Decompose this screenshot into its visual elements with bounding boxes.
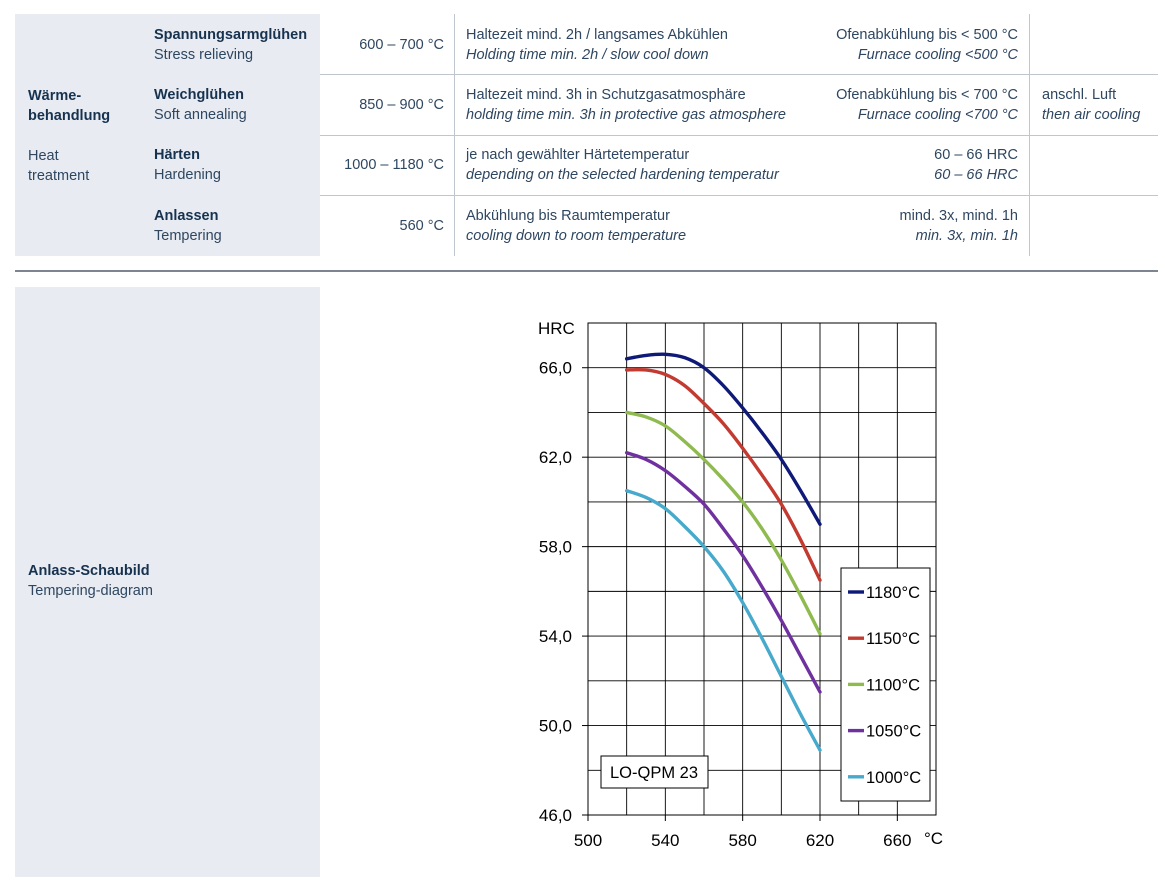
process-name: Weichglühen Soft annealing: [154, 85, 247, 145]
process-extra-de: anschl. Luft: [1042, 87, 1117, 103]
process-cooling-en: Furnace cooling <700 °C: [857, 107, 1018, 123]
process-cooling-en: 60 – 66 HRC: [934, 167, 1018, 183]
y-axis-label: HRC: [538, 319, 575, 338]
process-extra-en: then air cooling: [1042, 107, 1141, 123]
heat-treatment-label-de-line1: Wärme-: [28, 88, 82, 104]
process-name-de: Härten: [154, 147, 200, 163]
process-description-de: Haltezeit mind. 2h / langsames Abkühlen: [466, 27, 728, 43]
heat-treatment-header: [15, 14, 320, 256]
y-tick-label: 54,0: [539, 627, 572, 646]
tempering-diagram-label: Anlass-Schaubild Tempering-diagram: [28, 561, 153, 601]
table-row: Härten Hardening 1000 – 1180 °C je nach …: [140, 135, 1158, 195]
process-cooling-de: Ofenabkühlung bis < 500 °C: [836, 27, 1018, 43]
process-cooling-en: min. 3x, min. 1h: [915, 228, 1018, 244]
process-description-en: holding time min. 3h in protective gas a…: [466, 107, 786, 123]
legend-label: 1180°C: [866, 584, 920, 602]
process-temperature: 1000 – 1180 °C: [344, 157, 444, 173]
row-divider: [320, 195, 1158, 196]
process-cooling: mind. 3x, mind. 1h min. 3x, min. 1h: [780, 206, 1018, 266]
table-row: Weichglühen Soft annealing 850 – 900 °C …: [140, 75, 1158, 135]
row-divider: [320, 74, 1158, 75]
process-name-en: Stress relieving: [154, 47, 254, 63]
process-description: Haltezeit mind. 3h in Schutzgasatmosphär…: [466, 85, 786, 145]
series-line-1150: [624, 367, 822, 582]
process-description-de: Haltezeit mind. 3h in Schutzgasatmosphär…: [466, 87, 746, 103]
series-line-1050: [624, 451, 822, 694]
x-tick-label: 540: [651, 831, 679, 850]
annotation-text: LO-QPM 23: [610, 764, 698, 782]
x-tick-label: 500: [574, 831, 602, 850]
legend-label: 1000°C: [866, 769, 921, 787]
tempering-diagram-label-en: Tempering-diagram: [28, 583, 153, 599]
x-tick-label: 620: [806, 831, 834, 850]
process-name-de: Anlassen: [154, 208, 219, 224]
table-row: Spannungsarmglühen Stress relieving 600 …: [140, 15, 1158, 75]
process-description-de: Abkühlung bis Raumtemperatur: [466, 208, 670, 224]
process-cooling-de: 60 – 66 HRC: [934, 147, 1018, 163]
x-tick-label: 660: [883, 831, 911, 850]
process-cooling-de: mind. 3x, mind. 1h: [899, 208, 1018, 224]
y-tick-label: 66,0: [539, 359, 572, 378]
heat-treatment-label-en: Heat treatment: [28, 146, 89, 186]
process-name: Anlassen Tempering: [154, 206, 222, 266]
legend-label: 1100°C: [866, 676, 920, 694]
process-description-en: depending on the selected hardening temp…: [466, 167, 779, 183]
process-temperature: 600 – 700 °C: [359, 37, 444, 53]
process-name-en: Soft annealing: [154, 107, 247, 123]
x-axis-label: °C: [924, 829, 943, 848]
process-description-en: cooling down to room temperature: [466, 228, 687, 244]
process-cooling: 60 – 66 HRC 60 – 66 HRC: [780, 145, 1018, 205]
y-tick-label: 62,0: [539, 448, 572, 467]
process-name-en: Hardening: [154, 167, 221, 183]
process-cooling: Ofenabkühlung bis < 500 °C Furnace cooli…: [780, 25, 1018, 85]
process-name-de: Weichglühen: [154, 87, 244, 103]
process-name: Spannungsarmglühen Stress relieving: [154, 25, 307, 85]
process-description-de: je nach gewählter Härtetemperatur: [466, 147, 690, 163]
legend-label: 1150°C: [866, 630, 920, 648]
process-description: je nach gewählter Härtetemperatur depend…: [466, 145, 779, 205]
process-name-de: Spannungsarmglühen: [154, 27, 308, 43]
process-cooling-en: Furnace cooling <500 °C: [857, 47, 1018, 63]
legend-label: 1050°C: [866, 723, 921, 741]
annotation-box: [600, 755, 709, 789]
heat-treatment-label-en-line1: Heat: [28, 148, 59, 164]
process-temperature: 850 – 900 °C: [359, 97, 444, 113]
y-tick-label: 50,0: [539, 717, 572, 736]
y-tick-label: 58,0: [539, 538, 572, 557]
heat-treatment-label-en-line2: treatment: [28, 168, 90, 184]
series-line-1100: [624, 410, 822, 636]
process-extra: anschl. Luft then air cooling: [1042, 85, 1140, 145]
x-tick-label: 580: [728, 831, 756, 850]
process-temperature: 560 °C: [399, 218, 445, 234]
tempering-diagram-header: [15, 287, 320, 877]
table-row: Anlassen Tempering 560 °C Abkühlung bis …: [140, 196, 1158, 256]
process-cooling: Ofenabkühlung bis < 700 °C Furnace cooli…: [780, 85, 1018, 145]
heat-treatment-label-de-line2: behandlung: [28, 108, 111, 124]
row-divider: [320, 135, 1158, 136]
y-tick-label: 46,0: [539, 806, 572, 825]
series-line-1000: [624, 489, 822, 752]
series-line-1180: [624, 352, 822, 526]
process-cooling-de: Ofenabkühlung bis < 700 °C: [836, 87, 1018, 103]
process-name: Härten Hardening: [154, 145, 221, 205]
process-description-en: Holding time min. 2h / slow cool down: [466, 47, 709, 63]
process-name-en: Tempering: [154, 228, 222, 244]
process-description: Haltezeit mind. 2h / langsames Abkühlen …: [466, 25, 728, 85]
process-description: Abkühlung bis Raumtemperatur cooling dow…: [466, 206, 686, 266]
tempering-diagram-label-de: Anlass-Schaubild: [28, 563, 150, 579]
section-separator: [15, 270, 1158, 272]
heat-treatment-label-de: Wärme- behandlung: [28, 86, 110, 126]
